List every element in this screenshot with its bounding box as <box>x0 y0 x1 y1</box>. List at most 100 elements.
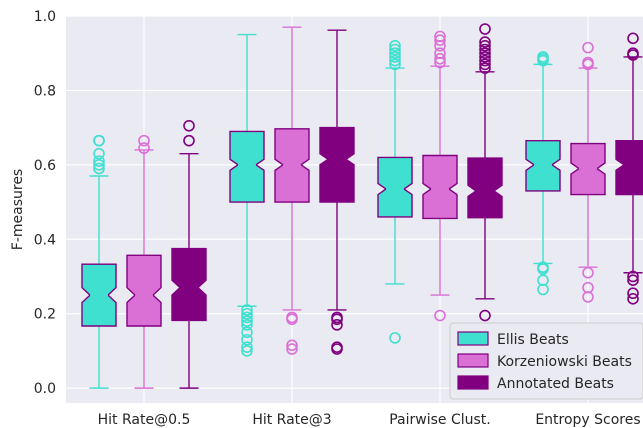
box-1-1 <box>274 26 310 355</box>
y-tick-label: 0.8 <box>34 83 56 99</box>
box-body <box>171 247 207 322</box>
outlier-point <box>479 39 491 52</box>
legend-swatch <box>457 353 489 368</box>
outlier-point <box>241 319 253 331</box>
legend-swatch <box>457 331 489 346</box>
y-tick-label: 0.0 <box>34 381 56 397</box>
outlier-point <box>479 51 491 63</box>
outlier-point <box>627 270 639 283</box>
outlier-point <box>138 134 150 147</box>
outlier-point <box>331 319 343 331</box>
outlier-point <box>241 345 253 357</box>
outlier-point <box>479 43 491 56</box>
box-body <box>615 139 643 196</box>
outlier-point <box>183 119 195 132</box>
outlier-point <box>286 343 298 355</box>
outlier-point <box>479 58 491 71</box>
outlier-point <box>434 309 446 322</box>
outlier-point <box>331 311 343 324</box>
outlier-point <box>389 58 401 71</box>
box-body <box>126 254 162 327</box>
outlier-point <box>389 39 401 52</box>
outlier-point <box>241 315 253 327</box>
outlier-point <box>138 142 150 154</box>
box-body <box>422 154 458 220</box>
outlier-point <box>537 261 549 273</box>
outlier-point <box>537 274 549 287</box>
y-tick-label: 0.4 <box>34 232 56 248</box>
outlier-point <box>93 159 105 171</box>
box-2-0 <box>171 119 207 389</box>
outlier-point <box>434 30 446 43</box>
legend-label: Annotated Beats <box>497 376 614 392</box>
box-2-2 <box>467 23 503 322</box>
x-tick-label: Entropy Scores <box>535 412 640 428</box>
outlier-point <box>479 54 491 67</box>
box-0-2 <box>377 39 413 344</box>
outlier-point <box>241 333 253 346</box>
outlier-point <box>627 274 639 287</box>
outlier-point <box>582 281 594 294</box>
box-2-3 <box>615 32 643 305</box>
x-tick-label: Pairwise Clust. <box>389 412 491 428</box>
outlier-point <box>582 56 594 69</box>
outlier-point <box>479 36 491 48</box>
outlier-point <box>479 309 491 322</box>
box-1-0 <box>126 134 162 389</box>
outlier-point <box>627 287 639 300</box>
outlier-point <box>331 341 343 353</box>
box-2-1 <box>319 29 355 355</box>
outlier-point <box>434 34 446 46</box>
legend: Ellis Beats Korzeniowski Beats Annotated B… <box>449 322 643 400</box>
box-1-3 <box>570 41 606 303</box>
outlier-point <box>627 293 639 305</box>
outlier-point <box>389 47 401 60</box>
x-tick-label: Hit Rate@0.5 <box>98 412 191 428</box>
outlier-point <box>582 41 594 54</box>
outlier-point <box>389 43 401 56</box>
legend-swatch <box>457 375 489 390</box>
outlier-point <box>93 155 105 167</box>
outlier-point <box>389 51 401 63</box>
outlier-point <box>241 311 253 324</box>
box-body <box>377 156 413 218</box>
box-body <box>274 128 310 203</box>
box-body <box>525 139 561 192</box>
outlier-point <box>241 307 253 320</box>
outlier-point <box>241 304 253 316</box>
box-1-2 <box>422 30 458 322</box>
outlier-point <box>479 47 491 60</box>
outlier-point <box>434 47 446 60</box>
outlier-point <box>241 341 253 353</box>
box-0-0 <box>81 134 117 389</box>
outlier-point <box>286 339 298 352</box>
outlier-point <box>434 52 446 65</box>
outlier-point <box>286 311 298 324</box>
outlier-point <box>93 162 105 175</box>
outlier-point <box>389 332 401 344</box>
x-axis-ticks: Hit Rate@0.5 Hit Rate@3 Pairwise Clust. Ent… <box>98 412 641 428</box>
outlier-point <box>389 54 401 67</box>
y-axis-label: F-measures <box>10 169 26 250</box>
box-0-3 <box>525 51 561 296</box>
outlier-point <box>627 32 639 45</box>
y-tick-label: 1.0 <box>34 9 56 25</box>
x-tick-label: Hit Rate@3 <box>252 412 331 428</box>
outlier-point <box>537 51 549 63</box>
legend-label: Korzeniowski Beats <box>497 354 632 370</box>
outlier-point <box>582 266 594 279</box>
box-0-1 <box>229 33 265 357</box>
y-tick-label: 0.6 <box>34 158 56 174</box>
outlier-point <box>479 62 491 74</box>
outlier-point <box>93 134 105 147</box>
outlier-point <box>627 47 639 60</box>
boxes-layer <box>81 23 643 389</box>
box-body <box>467 157 503 219</box>
legend-box <box>449 322 643 400</box>
outlier-point <box>183 134 195 147</box>
outlier-point <box>479 23 491 35</box>
y-tick-label: 0.2 <box>34 307 56 323</box>
outlier-point <box>93 147 105 160</box>
box-body <box>319 126 355 203</box>
